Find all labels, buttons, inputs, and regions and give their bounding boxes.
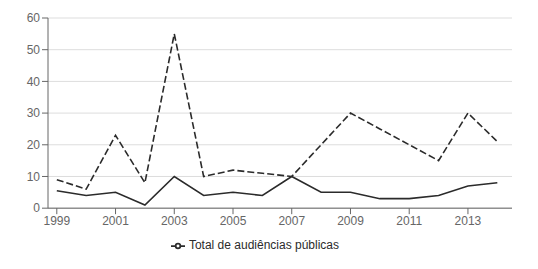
svg-text:0: 0 — [33, 201, 40, 215]
svg-text:1999: 1999 — [43, 214, 70, 228]
svg-text:2011: 2011 — [396, 214, 422, 228]
svg-text:2003: 2003 — [161, 214, 188, 228]
svg-text:40: 40 — [27, 75, 41, 89]
html-text:Total de audiências públicas: Total de audiências públicas — [188, 238, 339, 253]
svg-text:20: 20 — [27, 138, 41, 152]
svg-text:2009: 2009 — [337, 214, 364, 228]
svg-text:2001: 2001 — [102, 214, 129, 228]
svg-text:30: 30 — [27, 106, 41, 120]
svg-text:2013: 2013 — [455, 214, 482, 228]
svg-text:2007: 2007 — [278, 214, 305, 228]
svg-text:50: 50 — [27, 43, 41, 57]
svg-text:2005: 2005 — [220, 214, 247, 228]
svg-text:60: 60 — [27, 11, 41, 25]
svg-text:10: 10 — [27, 170, 41, 184]
